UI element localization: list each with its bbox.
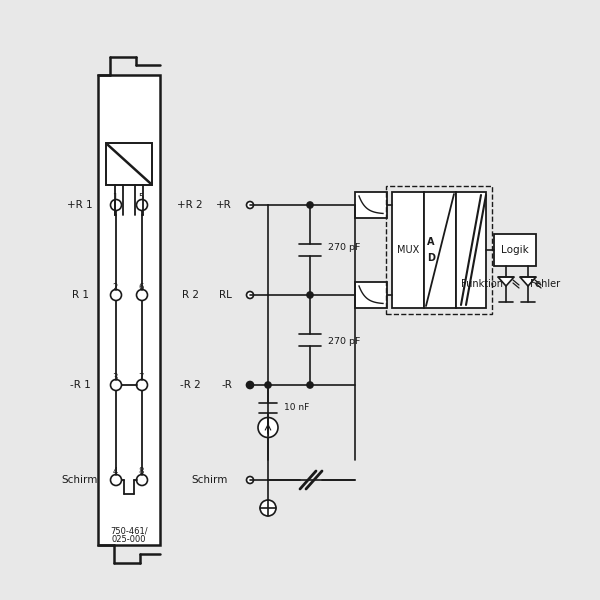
Text: 7: 7 [139, 373, 143, 382]
Text: Logik: Logik [501, 245, 529, 255]
Text: RL: RL [219, 290, 232, 300]
Circle shape [247, 202, 254, 208]
Circle shape [258, 418, 278, 437]
Text: +R 2: +R 2 [177, 200, 203, 210]
Circle shape [307, 202, 313, 208]
Text: A: A [427, 237, 435, 247]
Circle shape [260, 500, 276, 516]
Text: 2: 2 [112, 283, 118, 292]
Text: 5: 5 [139, 193, 143, 202]
Bar [424, 192, 456, 308]
Text: MUX: MUX [397, 245, 419, 255]
Text: 3: 3 [112, 373, 118, 382]
Circle shape [137, 475, 148, 485]
Text: D: D [427, 253, 435, 263]
Circle shape [137, 289, 148, 301]
Bar [355, 192, 387, 218]
Text: 10 nF: 10 nF [284, 403, 309, 413]
Text: R 1: R 1 [71, 290, 89, 300]
Circle shape [247, 382, 254, 389]
Circle shape [137, 199, 148, 211]
Polygon shape [498, 277, 514, 286]
Text: Funktion: Funktion [461, 279, 503, 289]
Bar [98, 75, 160, 545]
Circle shape [247, 292, 254, 298]
Text: Schirm: Schirm [62, 475, 98, 485]
Text: -R: -R [221, 380, 232, 390]
Text: 270 pF: 270 pF [328, 337, 361, 346]
Circle shape [137, 379, 148, 391]
Text: -R 1: -R 1 [70, 380, 91, 390]
Text: 750-461/: 750-461/ [110, 527, 148, 535]
Bar [456, 192, 486, 308]
Text: +R: +R [216, 200, 232, 210]
Circle shape [307, 382, 313, 388]
Circle shape [110, 289, 121, 301]
Text: 025-000: 025-000 [112, 535, 146, 544]
Bar [494, 234, 536, 266]
Text: +R 1: +R 1 [67, 200, 93, 210]
Text: R 2: R 2 [182, 290, 199, 300]
Circle shape [110, 475, 121, 485]
Bar [106, 143, 152, 185]
Text: -R 2: -R 2 [179, 380, 200, 390]
Text: Schirm: Schirm [191, 475, 228, 485]
Text: 6: 6 [139, 283, 143, 292]
Bar [386, 186, 492, 314]
Bar [355, 282, 387, 308]
Text: 1: 1 [112, 193, 118, 202]
Circle shape [110, 379, 121, 391]
Text: 270 pF: 270 pF [328, 244, 361, 253]
Text: Fehler: Fehler [530, 279, 560, 289]
Circle shape [307, 292, 313, 298]
Text: 8: 8 [139, 467, 143, 476]
Circle shape [265, 382, 271, 388]
Polygon shape [520, 277, 536, 286]
Circle shape [247, 476, 254, 484]
Circle shape [110, 199, 121, 211]
Bar [392, 192, 424, 308]
Text: 4: 4 [112, 467, 118, 476]
